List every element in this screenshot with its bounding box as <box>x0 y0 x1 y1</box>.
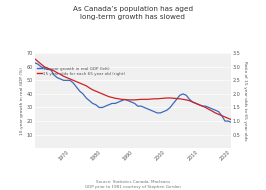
Y-axis label: 10-year growth in real GDP (%): 10-year growth in real GDP (%) <box>20 67 24 135</box>
Legend: 10-year growth in real GDP (left), 15 year olds for each 65 year old (right): 10-year growth in real GDP (left), 15 ye… <box>37 67 126 76</box>
Text: As Canada’s population has aged
long-term growth has slowed: As Canada’s population has aged long-ter… <box>73 6 193 20</box>
Y-axis label: Ratio of 15 year olds to 65 year olds: Ratio of 15 year olds to 65 year olds <box>243 61 247 140</box>
Text: Source: Statistics Canada; Macleans
GDP prior to 1981 courtesy of Stephen Gordon: Source: Statistics Canada; Macleans GDP … <box>85 180 181 189</box>
